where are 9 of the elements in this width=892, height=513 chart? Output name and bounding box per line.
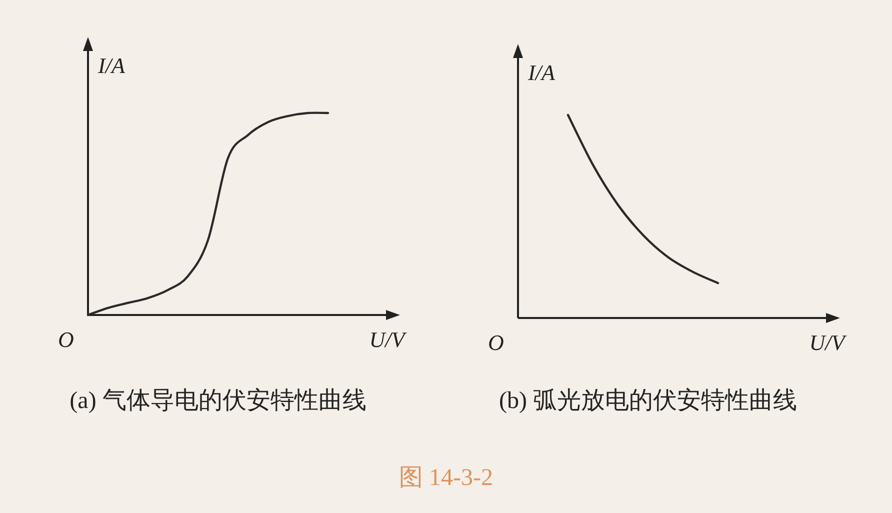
y-axis-title: I/A bbox=[527, 60, 556, 85]
caption: 图 14-3-2 bbox=[399, 465, 493, 491]
text: O bbox=[58, 327, 74, 352]
x-axis-title: U/V bbox=[369, 327, 408, 352]
text: (a) 气体导电的伏安特性曲线 bbox=[70, 387, 366, 414]
y-axis-title: I/A bbox=[97, 53, 126, 78]
text: (b) 弧光放电的伏安特性曲线 bbox=[499, 387, 797, 414]
x-axis-title: U/V bbox=[809, 330, 848, 355]
text: O bbox=[488, 330, 504, 355]
